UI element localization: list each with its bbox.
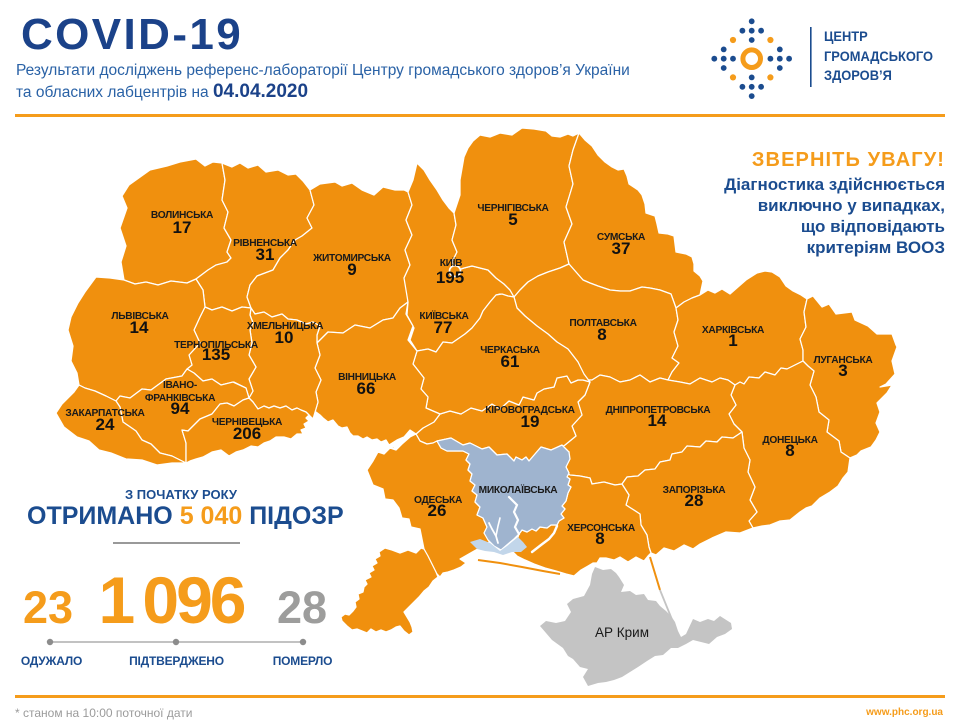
svg-text:ЗАПОРІЗЬКА: ЗАПОРІЗЬКА: [663, 485, 727, 496]
svg-text:ЧЕРНІГІВСЬКА: ЧЕРНІГІВСЬКА: [477, 203, 549, 214]
svg-text:135: 135: [202, 345, 230, 364]
svg-text:КИЇВСЬКА: КИЇВСЬКА: [419, 309, 469, 322]
svg-text:14: 14: [130, 318, 149, 337]
svg-text:8: 8: [597, 325, 606, 344]
svg-text:26: 26: [428, 501, 447, 520]
svg-text:1: 1: [728, 331, 737, 350]
svg-text:ХАРКІВСЬКА: ХАРКІВСЬКА: [702, 325, 765, 336]
svg-text:СУМСЬКА: СУМСЬКА: [597, 232, 646, 243]
svg-text:ЗАКАРПАТСЬКА: ЗАКАРПАТСЬКА: [65, 408, 145, 419]
svg-text:14: 14: [648, 411, 667, 430]
svg-text:17: 17: [173, 218, 192, 237]
svg-text:94: 94: [171, 399, 190, 418]
svg-text:ОДЕСЬКА: ОДЕСЬКА: [414, 495, 463, 506]
svg-text:ФРАНКІВСЬКА: ФРАНКІВСЬКА: [145, 393, 216, 404]
svg-text:ТЕРНОПІЛЬСЬКА: ТЕРНОПІЛЬСЬКА: [174, 340, 259, 351]
svg-text:8: 8: [785, 441, 794, 460]
svg-text:ЧЕРКАСЬКА: ЧЕРКАСЬКА: [480, 345, 541, 356]
svg-text:19: 19: [521, 412, 540, 431]
svg-text:5: 5: [508, 210, 517, 229]
svg-text:77: 77: [434, 318, 453, 337]
svg-text:ВІННИЦЬКА: ВІННИЦЬКА: [338, 372, 397, 383]
svg-text:9: 9: [347, 260, 356, 279]
svg-text:ВОЛИНСЬКА: ВОЛИНСЬКА: [151, 210, 214, 221]
svg-text:ПОЛТАВСЬКА: ПОЛТАВСЬКА: [569, 318, 637, 329]
svg-text:ЧЕРНІВЕЦЬКА: ЧЕРНІВЕЦЬКА: [212, 417, 283, 428]
svg-text:24: 24: [96, 415, 115, 434]
svg-text:ЛУГАНСЬКА: ЛУГАНСЬКА: [814, 355, 874, 366]
svg-text:ЖИТОМИРСЬКА: ЖИТОМИРСЬКА: [312, 253, 392, 264]
svg-text:ІВАНО-: ІВАНО-: [163, 380, 197, 391]
svg-text:195: 195: [436, 268, 464, 287]
svg-text:206: 206: [233, 424, 261, 443]
svg-text:ХМЕЛЬНИЦЬКА: ХМЕЛЬНИЦЬКА: [247, 321, 324, 332]
svg-text:АР Крим: АР Крим: [595, 625, 649, 640]
svg-text:28: 28: [685, 491, 704, 510]
svg-text:КІРОВОГРАДСЬКА: КІРОВОГРАДСЬКА: [485, 405, 575, 416]
svg-text:МИКОЛАЇВСЬКА: МИКОЛАЇВСЬКА: [479, 483, 559, 496]
svg-text:3: 3: [838, 361, 847, 380]
svg-text:РІВНЕНСЬКА: РІВНЕНСЬКА: [233, 238, 298, 249]
svg-text:ХЕРСОНСЬКА: ХЕРСОНСЬКА: [567, 523, 636, 534]
svg-text:66: 66: [357, 379, 376, 398]
svg-text:ДНІПРОПЕТРОВСЬКА: ДНІПРОПЕТРОВСЬКА: [606, 405, 712, 416]
svg-text:37: 37: [612, 239, 631, 258]
svg-text:10: 10: [275, 328, 294, 347]
svg-text:31: 31: [256, 245, 275, 264]
svg-text:8: 8: [595, 529, 604, 548]
svg-text:КИЇВ: КИЇВ: [440, 256, 463, 269]
svg-text:ЛЬВІВСЬКА: ЛЬВІВСЬКА: [111, 311, 169, 322]
svg-text:ДОНЕЦЬКА: ДОНЕЦЬКА: [762, 435, 818, 446]
svg-text:61: 61: [501, 352, 520, 371]
